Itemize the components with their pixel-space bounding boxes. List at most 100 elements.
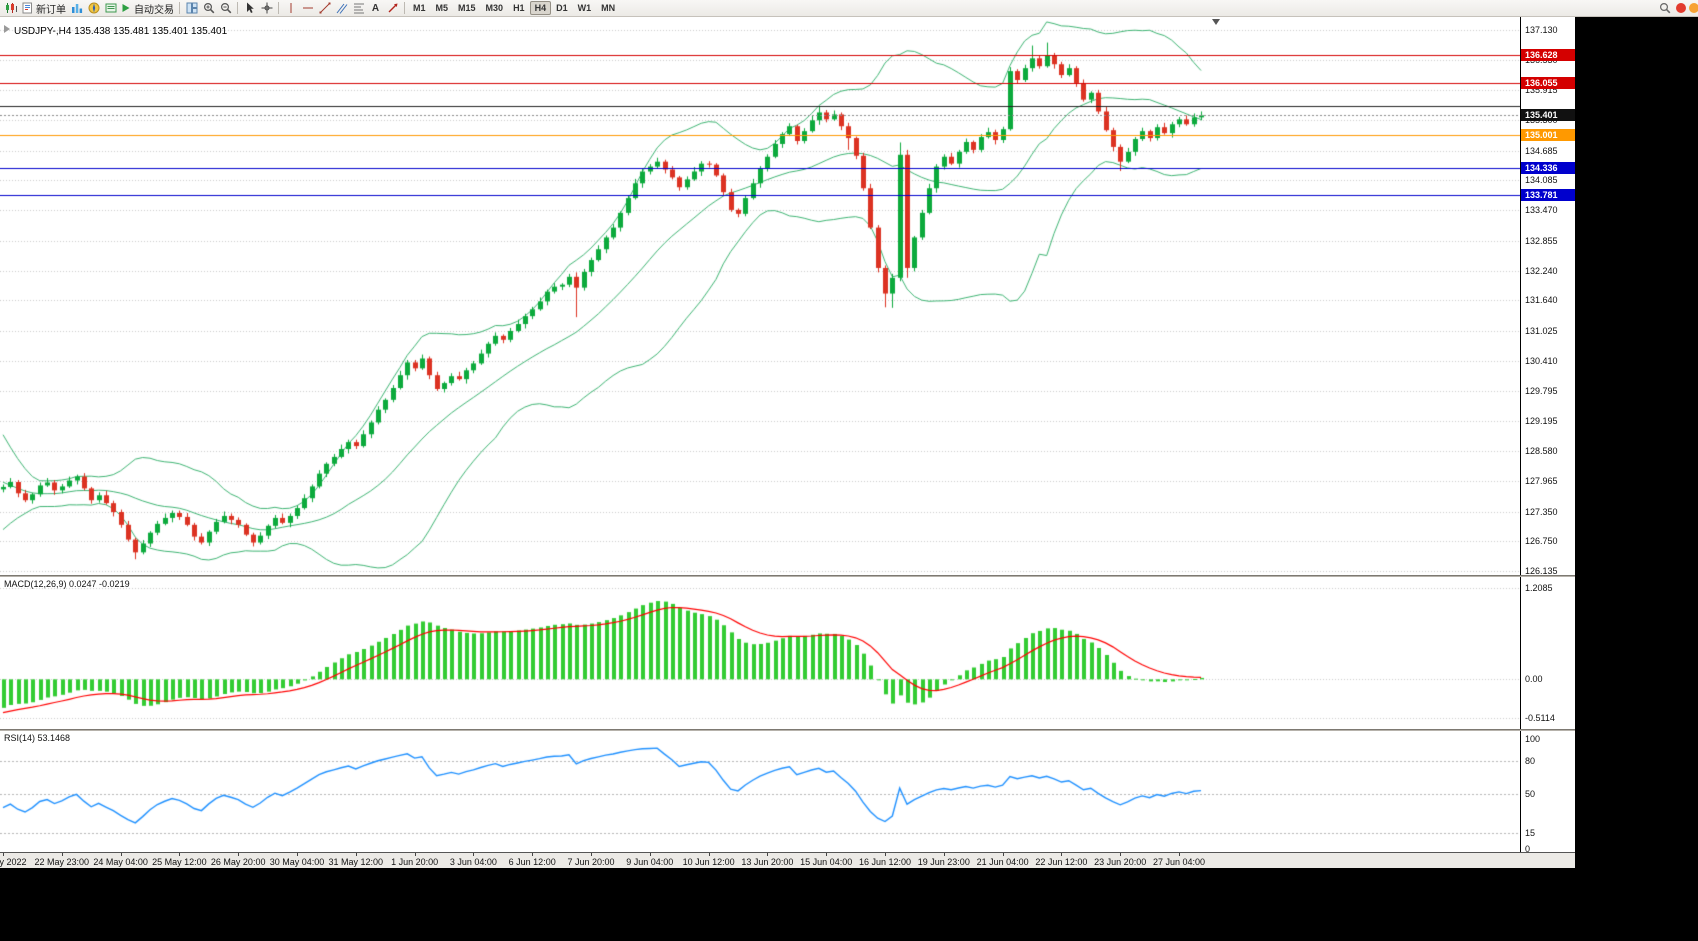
- macd-axis-label: -0.5114: [1525, 712, 1555, 723]
- time-tick: [826, 853, 828, 856]
- price-line-tag[interactable]: 136.628: [1521, 48, 1575, 61]
- new-order-label: 新订单: [36, 4, 66, 16]
- search-button[interactable]: [1656, 1, 1673, 16]
- price-axis-label: 126.135: [1525, 566, 1558, 575]
- zoom-out-button[interactable]: [217, 1, 234, 16]
- time-axis-label: 27 Jun 04:00: [1152, 857, 1206, 867]
- price-axis-label: 127.965: [1525, 476, 1558, 487]
- rsi-label: RSI(14) 53.1468: [4, 733, 71, 743]
- time-axis-label: 30 May 04:00: [269, 857, 325, 867]
- chart-shift-marker-icon[interactable]: [1212, 19, 1220, 25]
- autotrading-play-icon: [122, 4, 130, 12]
- crosshair-button[interactable]: [258, 1, 275, 16]
- navigator-icon: [88, 2, 99, 14]
- channel-button[interactable]: [333, 1, 350, 16]
- terminal-button[interactable]: [102, 1, 119, 16]
- timeframe-button-m30[interactable]: M30: [485, 3, 504, 13]
- symbol-ohlc-label: USDJPY-,H4 135.438 135.481 135.401 135.4…: [14, 26, 228, 37]
- price-line-tag[interactable]: 135.001: [1521, 129, 1575, 142]
- price-axis-label: 132.855: [1525, 235, 1558, 246]
- panel-splitter-rsi[interactable]: [0, 729, 1575, 731]
- panel-splitter-macd[interactable]: [0, 575, 1575, 577]
- rsi-axis-label: 80: [1525, 756, 1536, 767]
- time-axis-label: 9 Jun 04:00: [626, 857, 674, 867]
- time-tick: [1061, 853, 1063, 856]
- vertical-line-icon: [290, 3, 291, 13]
- fibonacci-icon: [353, 3, 364, 14]
- price-axis-label: 133.470: [1525, 205, 1558, 216]
- tile-windows-button[interactable]: [183, 1, 200, 16]
- time-tick: [1002, 853, 1004, 856]
- cursor-button[interactable]: [241, 1, 258, 16]
- time-tick: [61, 853, 63, 856]
- rsi-canvas[interactable]: [0, 731, 1520, 852]
- timeframe-button-m15[interactable]: M15: [458, 3, 476, 13]
- time-tick: [591, 853, 592, 856]
- price-axis[interactable]: 137.130136.530135.915135.300134.685134.0…: [1520, 17, 1575, 575]
- equidistant-channel-icon: [336, 3, 347, 14]
- price-line-tag[interactable]: 134.336: [1521, 161, 1575, 174]
- macd-label: MACD(12,26,9) 0.0247 -0.0219: [4, 579, 130, 589]
- time-tick: [943, 853, 945, 856]
- zoom-in-button[interactable]: [200, 1, 217, 16]
- toolbar: 新订单 自动交易 A: [0, 0, 1698, 17]
- time-tick: [1179, 853, 1180, 856]
- navigator-button[interactable]: [85, 1, 102, 16]
- timeframe-button-d1[interactable]: D1: [556, 3, 568, 13]
- price-chart-canvas[interactable]: [0, 17, 1520, 575]
- time-axis-label: 23 Jun 20:00: [1094, 857, 1147, 867]
- time-tick: [414, 853, 416, 856]
- rsi-panel: RSI(14) 53.1468 100 80 50 15 0: [0, 731, 1575, 852]
- trendline-button[interactable]: [316, 1, 333, 16]
- arrow-tool-icon: [388, 3, 397, 13]
- time-tick: [649, 853, 651, 856]
- price-line-tag[interactable]: 133.781: [1521, 189, 1575, 202]
- time-axis-label: 7 Jun 20:00: [567, 857, 615, 867]
- time-tick: [120, 853, 122, 856]
- time-axis-label: 15 Jun 04:00: [800, 857, 853, 867]
- macd-axis[interactable]: 1.2085 0.00 -0.5114: [1520, 577, 1575, 729]
- time-axis-label: 9 May 2022: [0, 857, 27, 867]
- text-tool-icon: A: [371, 2, 380, 14]
- one-click-trading-arrow-icon[interactable]: [4, 25, 10, 33]
- price-panel: USDJPY-,H4 135.438 135.481 135.401 135.4…: [0, 17, 1575, 575]
- vertical-line-button[interactable]: [282, 1, 299, 16]
- terminal-icon: [105, 3, 116, 13]
- trendline-icon: [319, 2, 330, 14]
- fibonacci-button[interactable]: [350, 1, 367, 16]
- timeframe-button-mn[interactable]: MN: [601, 3, 616, 13]
- chart-window-icon[interactable]: [3, 1, 20, 16]
- arrows-tool-button[interactable]: [384, 1, 401, 16]
- price-axis-label: 135.915: [1525, 85, 1558, 96]
- market-watch-button[interactable]: [68, 1, 85, 16]
- timeframe-button-m5[interactable]: M5: [435, 3, 449, 13]
- price-axis-label: 129.195: [1525, 415, 1558, 426]
- timeframe-button-w1[interactable]: W1: [577, 3, 592, 13]
- price-axis-label: 134.085: [1525, 175, 1558, 186]
- new-order-button[interactable]: 新订单: [20, 1, 68, 16]
- price-line-tag[interactable]: 136.055: [1521, 77, 1575, 90]
- timeframe-button-m1[interactable]: M1: [413, 3, 426, 13]
- price-axis-label: 132.240: [1525, 265, 1558, 276]
- macd-panel: MACD(12,26,9) 0.0247 -0.0219 1.2085 0.00 -…: [0, 577, 1575, 729]
- time-axis-label: 16 Jun 12:00: [858, 857, 912, 867]
- crosshair-icon: [261, 2, 272, 14]
- timeframe-button-h4[interactable]: H4: [529, 1, 552, 15]
- time-axis-label: 3 Jun 04:00: [449, 857, 497, 867]
- timeframe-button-h1[interactable]: H1: [513, 3, 525, 13]
- horizontal-line-button[interactable]: [299, 1, 316, 16]
- zoom-in-icon: [203, 2, 214, 14]
- cursor-icon: [246, 2, 254, 13]
- horizontal-line-icon: [302, 7, 313, 9]
- text-tool-button[interactable]: A: [367, 1, 384, 16]
- macd-axis-label: 1.2085: [1525, 582, 1553, 593]
- time-tick: [885, 853, 886, 856]
- macd-canvas[interactable]: [0, 577, 1520, 729]
- autotrading-button[interactable]: 自动交易: [119, 1, 176, 16]
- price-axis-label: 126.750: [1525, 536, 1558, 547]
- time-tick: [179, 853, 181, 856]
- price-line-tag[interactable]: 135.401: [1521, 109, 1575, 122]
- rsi-axis[interactable]: 100 80 50 15 0: [1520, 731, 1575, 852]
- rsi-axis-label: 100: [1525, 734, 1541, 745]
